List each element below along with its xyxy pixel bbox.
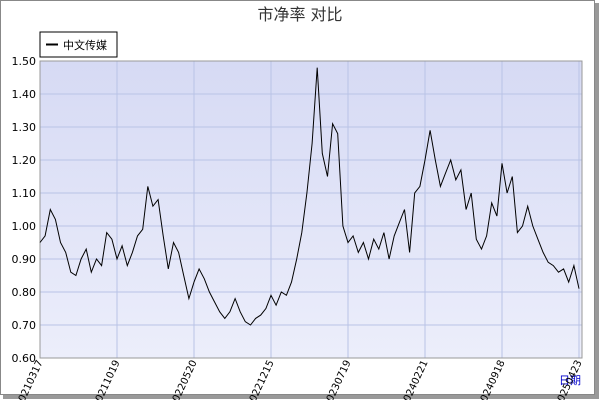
legend: 中文传媒 — [39, 31, 118, 58]
y-tick-label: 0.90 — [12, 253, 37, 266]
y-tick-label: 0.60 — [12, 352, 37, 365]
y-tick-label: 1.30 — [12, 121, 37, 134]
y-tick-label: 0.80 — [12, 286, 37, 299]
y-tick-label: 1.40 — [12, 88, 37, 101]
x-axis-title: 日期 — [559, 374, 581, 387]
plot-area — [40, 61, 582, 358]
y-tick-label: 1.00 — [12, 220, 37, 233]
y-tick-label: 0.70 — [12, 319, 37, 332]
y-tick-label: 1.10 — [12, 187, 37, 200]
chart-title: 市净率 对比 — [257, 5, 342, 24]
y-tick-label: 1.20 — [12, 154, 37, 167]
data-line — [39, 67, 580, 326]
plot-border — [39, 60, 583, 359]
legend-label: 中文传媒 — [63, 38, 107, 52]
y-tick-label: 1.50 — [12, 55, 37, 68]
